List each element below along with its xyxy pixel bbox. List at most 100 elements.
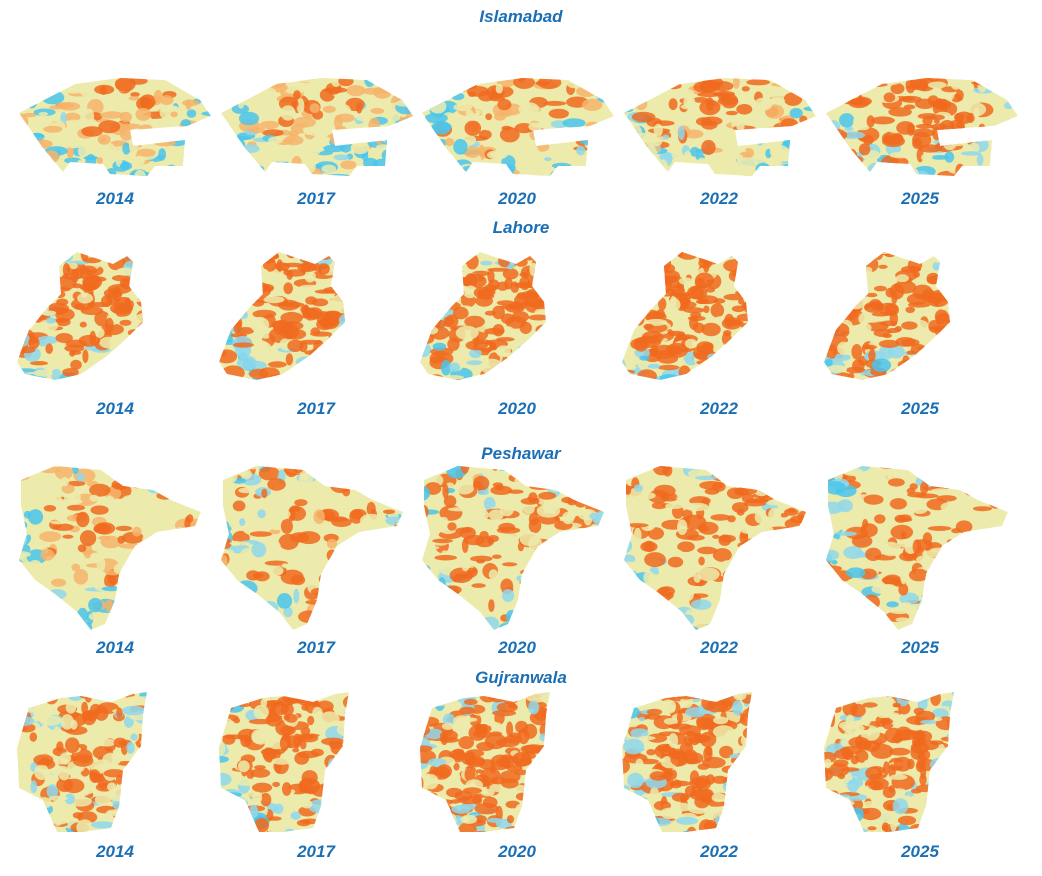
heat-patch [743,281,748,297]
heat-patch [754,576,766,591]
heat-patch [158,148,167,161]
heat-patch [663,825,680,832]
heat-patch [47,589,67,600]
heat-patch [533,261,546,274]
heat-patch [107,67,124,74]
heat-patch [624,622,646,630]
heat-patch [549,780,550,793]
heat-patch [288,130,300,137]
heat-patch [19,572,30,586]
heat-patch [949,257,950,265]
heat-patch [146,161,158,174]
heat-patch [956,499,971,511]
heat-patch [887,45,909,55]
heat-patch [195,536,201,543]
heat-patch [26,97,37,109]
heat-patch [391,485,403,499]
heat-patch [271,320,286,330]
heat-patch [944,151,955,163]
heat-patch [240,35,252,43]
heat-patch [908,301,931,308]
heat-patch [79,321,87,328]
heat-patch [603,531,604,543]
heat-patch [321,496,333,504]
heat-patch [722,599,738,605]
heat-patch [731,502,749,513]
heat-patch [253,629,268,630]
heat-patch [544,135,551,145]
heat-patch [570,608,585,616]
heat-patch [521,56,535,69]
heat-patch [794,78,814,84]
heat-patch [946,133,970,147]
heat-patch [581,334,595,347]
heat-patch [32,139,53,149]
heat-patch [95,47,107,62]
heat-patch [529,484,552,490]
heat-patch [938,582,961,598]
heat-patch [221,145,241,154]
heat-patch [630,728,649,738]
heat-patch [734,487,749,496]
heat-patch [436,286,454,298]
heat-patch [349,282,366,290]
heat-patch [764,621,788,628]
heat-patch [340,160,357,170]
heat-patch [524,69,548,75]
heat-patch [635,97,648,111]
heat-patch [390,166,413,176]
heat-patch [175,253,191,265]
heat-patch [468,614,477,622]
heat-patch [219,290,234,301]
heat-patch [17,694,32,709]
heat-patch [985,568,999,581]
heat-patch [179,338,189,345]
heat-patch [714,376,724,380]
heat-patch [784,78,793,79]
heat-patch [963,588,977,604]
heat-patch [237,830,252,832]
heat-patch [145,807,147,821]
heat-patch [1007,131,1018,146]
heat-patch [96,738,117,747]
heat-patch [624,159,633,171]
heat-patch [848,32,869,45]
heat-patch [965,564,981,578]
heat-patch [568,312,574,324]
heat-patch [1004,567,1008,574]
heat-patch [465,749,485,758]
heat-patch [955,163,965,176]
heat-patch [113,351,134,359]
heat-patch [429,252,448,265]
heat-patch [520,466,542,470]
heat-patch [890,83,905,95]
year-label-peshawar-2014: 2014 [96,638,134,657]
heat-patch [1002,556,1008,571]
heat-patch [633,312,645,326]
heat-patch [462,787,482,794]
heat-patch [19,131,28,139]
heat-patch [221,78,238,89]
heat-patch [890,133,904,145]
heat-patch [305,599,327,605]
heat-patch [518,102,540,116]
heat-patch [947,292,950,308]
heat-patch [50,282,59,297]
heat-patch [886,601,899,608]
heat-patch [562,579,582,594]
heat-patch [977,363,992,377]
heat-patch [422,91,434,103]
heat-patch [335,113,355,123]
heat-patch [508,489,524,494]
heat-patch [1010,623,1020,633]
heat-patch [580,57,603,72]
heat-patch [61,484,75,494]
heat-patch [519,321,532,334]
heat-patch [709,161,724,176]
heat-patch [174,527,186,539]
heat-patch [866,50,876,64]
heat-patch [422,485,431,501]
heat-patch [624,135,629,151]
heat-patch [182,492,192,499]
heat-patch [863,494,884,505]
